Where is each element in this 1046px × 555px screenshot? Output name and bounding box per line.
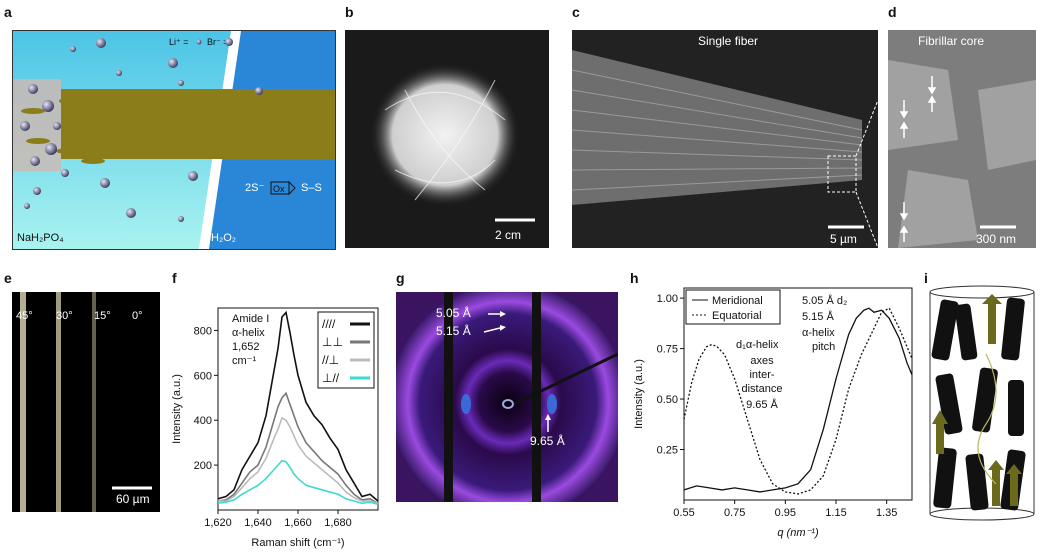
x-tick-label: 1,640 <box>244 517 272 529</box>
x-tick-label: 1.15 <box>825 507 846 519</box>
x-tick-label: 1,680 <box>324 517 352 529</box>
panel-label-e: e <box>4 270 12 286</box>
polarized-fibers-image <box>20 292 152 512</box>
panel-i-model <box>926 284 1038 524</box>
legend-symbol: ⊥⊥ <box>322 335 343 349</box>
panel-e-scale: 60 µm <box>116 492 150 506</box>
legend-label: Meridional <box>712 295 763 307</box>
li-legend: Li⁺ = <box>169 37 189 47</box>
panel-d-sem: Fibrillar core 300 nm <box>888 30 1036 248</box>
scatter-series-equatorial <box>683 307 913 495</box>
label-5-15: 5.15 Å <box>436 324 471 338</box>
panel-label-i: i <box>924 270 928 286</box>
label-9-65: 9.65 Å <box>530 434 565 448</box>
panel-label-b: b <box>345 4 354 20</box>
left-solution-label: NaH₂PO₄ <box>17 232 64 244</box>
angle-30: 30° <box>56 310 73 322</box>
x-axis-label: Raman shift (cm⁻¹) <box>251 537 344 549</box>
x-tick-label: 1,660 <box>284 517 312 529</box>
x-tick-label: 0.95 <box>775 507 796 519</box>
annotation-d1: d₁α-helix <box>736 339 779 351</box>
y-tick-label: 0.50 <box>657 394 678 406</box>
label-5-05: 5.05 Å <box>436 306 471 320</box>
amide-annotation-line: α-helix <box>232 327 265 339</box>
panel-label-c: c <box>572 4 580 20</box>
x-tick-label: 1.35 <box>876 507 897 519</box>
xrd-pattern <box>396 292 618 502</box>
helix-bundle-model <box>929 285 1035 521</box>
reaction-right: S–S <box>301 182 322 194</box>
annotation-515: 5.15 Å <box>802 310 834 323</box>
fibrillar-core-image <box>888 30 1036 248</box>
panel-label-a: a <box>4 4 12 20</box>
beta-strand-arrows <box>932 294 1022 506</box>
panel-b-photo: 2 cm <box>345 30 549 248</box>
y-tick-label: 0.75 <box>657 344 678 356</box>
x-tick-label: 1,620 <box>204 517 232 529</box>
raman-series-0 <box>217 310 379 502</box>
scatter-series-meridional <box>683 307 913 493</box>
annotation-965: 9.65 Å <box>746 398 778 411</box>
legend-label: Equatorial <box>712 310 762 322</box>
y-tick-label: 600 <box>194 370 212 382</box>
x-axis-label: q (nm⁻¹) <box>777 527 819 539</box>
fiber-band <box>61 89 335 159</box>
y-tick-label: 800 <box>194 325 212 337</box>
panel-c-sem: Single fiber 5 µm <box>572 30 878 248</box>
angle-15: 15° <box>94 310 111 322</box>
panel-b-scale: 2 cm <box>495 228 522 242</box>
reaction-left: 2S⁻ <box>245 182 264 194</box>
single-fiber-image <box>572 50 878 248</box>
raman-series-1 <box>217 391 379 504</box>
annotation-distance: distance <box>742 383 783 395</box>
panel-g-diffraction: 5.05 Å 5.15 Å 9.65 Å <box>396 292 618 502</box>
panel-a-schematic: 2S⁻ Ox S–S Li⁺ = Br⁻ = NaH₂PO₄ H₂O₂ <box>12 30 336 250</box>
panel-d-scale: 300 nm <box>976 232 1017 246</box>
panel-label-g: g <box>396 270 405 286</box>
annotation-inter: inter- <box>749 369 774 381</box>
reaction-box: Ox <box>273 184 285 194</box>
x-tick-label: 0.55 <box>673 507 694 519</box>
angle-45: 45° <box>16 310 33 322</box>
annotation-alpha-helix: α-helix <box>802 327 835 339</box>
legend-symbol: //// <box>322 317 336 331</box>
panel-label-d: d <box>888 4 897 20</box>
angle-0: 0° <box>132 310 143 322</box>
panel-d-title: Fibrillar core <box>918 34 985 48</box>
amide-annotation-line: 1,652 <box>232 341 260 353</box>
raman-svg: 1,620 1,640 1,660 1,680 200 400 600 800 Raman sh… <box>171 307 379 549</box>
y-tick-label: 400 <box>194 415 212 427</box>
panel-a-drawing: 2S⁻ Ox S–S Li⁺ = Br⁻ = NaH₂PO₄ H₂O₂ <box>13 31 335 249</box>
panel-label-f: f <box>172 270 177 286</box>
annotation-505: 5.05 Å d₂ <box>802 294 847 307</box>
x-tick-label: 0.75 <box>724 507 745 519</box>
raman-series-3 <box>217 459 379 506</box>
fiber-tuft-image <box>370 63 535 222</box>
y-tick-label: 0.25 <box>657 445 678 457</box>
scattering-svg: 0.55 0.75 0.95 1.15 1.35 0.25 0.50 0.75 1.00 q (n… <box>633 287 913 539</box>
panel-e-polarized: 45° 30° 15° 0° 60 µm <box>12 292 160 512</box>
right-solution-label: H₂O₂ <box>211 232 236 244</box>
panel-label-h: h <box>630 270 639 286</box>
annotation-pitch: pitch <box>812 341 835 353</box>
legend-symbol: //⊥ <box>322 353 339 367</box>
scatter-legend-box <box>685 289 781 325</box>
annotation-axes: axes <box>750 355 774 367</box>
legend-symbol: ⊥// <box>322 371 340 385</box>
panel-c-scale: 5 µm <box>830 232 857 246</box>
plot-frame <box>683 287 913 501</box>
y-axis-label: Intensity (a.u.) <box>171 374 183 444</box>
amide-annotation-line: cm⁻¹ <box>232 355 256 367</box>
y-axis-label: Intensity (a.u.) <box>633 359 645 429</box>
raman-series-2 <box>218 416 379 505</box>
panel-c-title: Single fiber <box>698 34 759 48</box>
y-tick-label: 1.00 <box>657 293 678 305</box>
ion-spheres <box>20 38 263 222</box>
br-legend: Br⁻ = <box>207 37 229 47</box>
panel-h-scattering-chart: 0.55 0.75 0.95 1.15 1.35 0.25 0.50 0.75 1.00 q (n… <box>626 276 918 550</box>
amide-annotation-line: Amide I <box>232 313 269 325</box>
y-tick-label: 200 <box>194 460 212 472</box>
panel-f-raman-chart: 1,620 1,640 1,660 1,680 200 400 600 800 Raman sh… <box>166 290 388 550</box>
